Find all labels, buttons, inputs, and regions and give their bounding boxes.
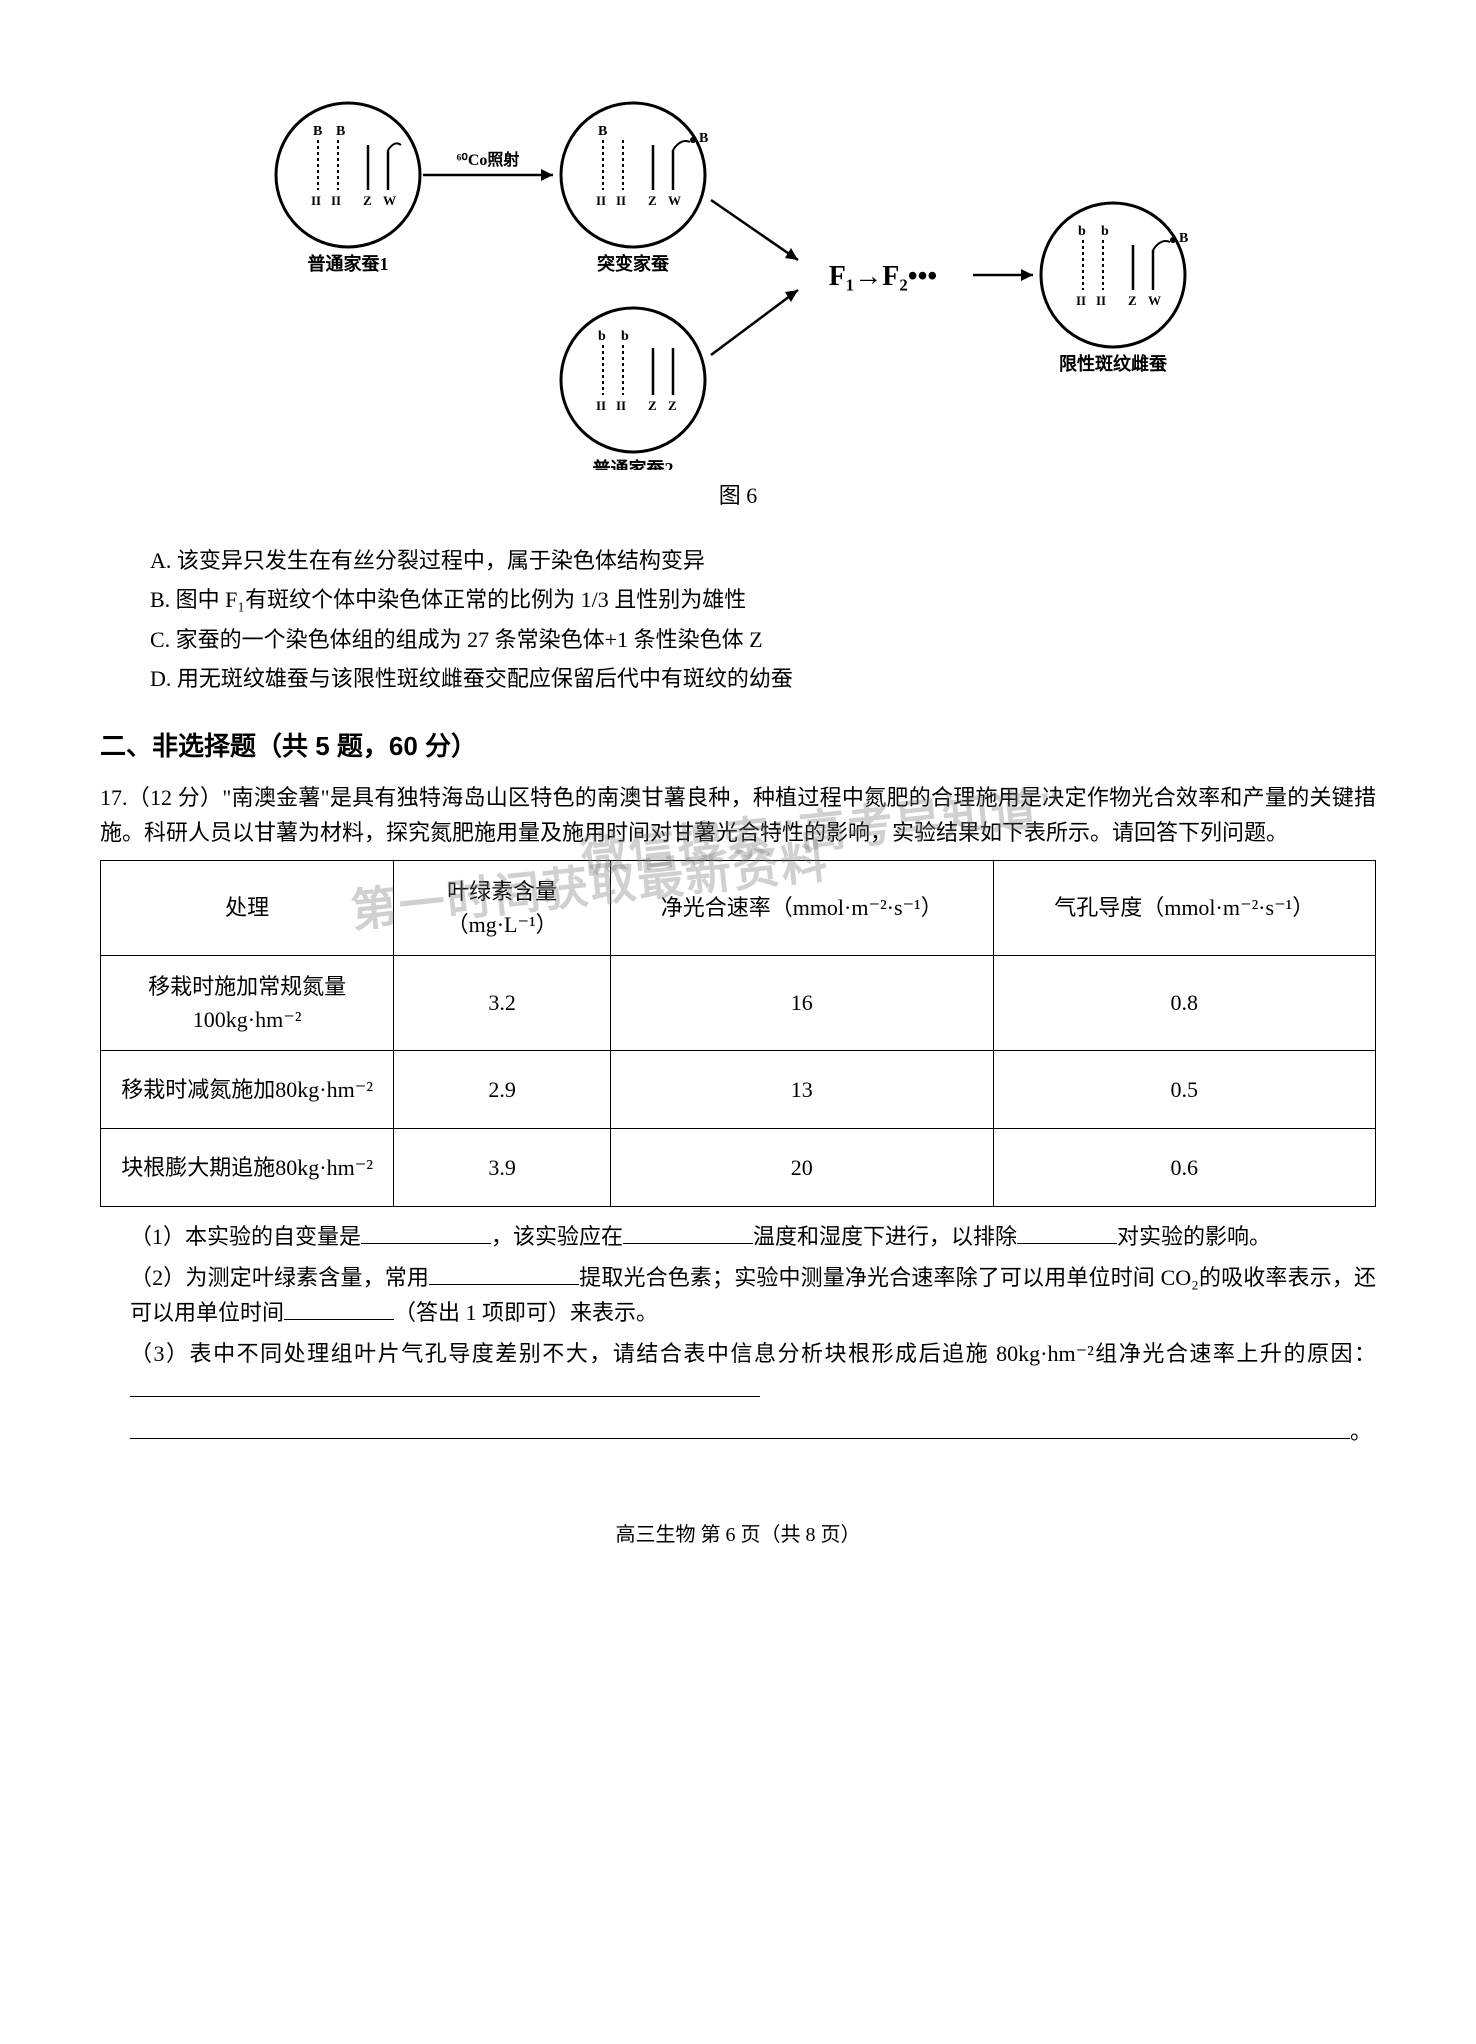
- svg-text:B: B: [598, 124, 607, 139]
- svg-text:II: II: [1096, 293, 1106, 308]
- cell: 0.5: [993, 1050, 1376, 1128]
- cell: 3.9: [394, 1128, 611, 1206]
- th-1: 处理: [101, 860, 394, 955]
- svg-text:b: b: [1101, 224, 1109, 239]
- sub1-a: （1）本实验的自变量是: [130, 1224, 361, 1249]
- svg-text:W: W: [383, 193, 396, 208]
- cell1-label: 普通家蚕1: [308, 253, 389, 274]
- svg-text:B: B: [313, 124, 322, 139]
- arrow-co-label: ⁶⁰Co照射: [457, 150, 520, 169]
- page-footer: 高三生物 第 6 页（共 8 页）: [100, 1519, 1376, 1551]
- sub1-d: 对实验的影响。: [1117, 1224, 1271, 1249]
- th-3: 净光合速率（mmol·m⁻²·s⁻¹）: [611, 860, 994, 955]
- blank: [361, 1220, 491, 1244]
- svg-text:II: II: [311, 193, 321, 208]
- th-4: 气孔导度（mmol·m⁻²·s⁻¹）: [993, 860, 1376, 955]
- sub2-c: （答出 1 项即可）来表示。: [394, 1300, 658, 1325]
- svg-text:Z: Z: [668, 398, 677, 413]
- svg-text:Z: Z: [363, 193, 372, 208]
- svg-text:Z: Z: [648, 193, 657, 208]
- q17-sub2: （2）为测定叶绿素含量，常用提取光合色素；实验中测量净光合速率除了可以用单位时间…: [100, 1260, 1376, 1330]
- table-row: 块根膨大期追施80kg·hm⁻² 3.9 20 0.6: [101, 1128, 1376, 1206]
- cell: 16: [611, 955, 994, 1050]
- svg-text:II: II: [331, 193, 341, 208]
- svg-text:II: II: [596, 193, 606, 208]
- svg-text:W: W: [1148, 293, 1161, 308]
- genetics-diagram: BB IIII ZW 普通家蚕1 ⁶⁰Co照射 B IIII B ZW: [100, 90, 1376, 513]
- q17-sub3: （3）表中不同处理组叶片气孔导度差别不大，请结合表中信息分析块根形成后追施 80…: [100, 1336, 1376, 1406]
- svg-text:b: b: [621, 329, 629, 344]
- blank: [429, 1261, 579, 1285]
- q17-sub1: （1）本实验的自变量是 ，该实验应在 温度和湿度下进行，以排除 对实验的影响。: [100, 1219, 1376, 1254]
- sub1-c: 温度和湿度下进行，以排除: [753, 1224, 1017, 1249]
- cell: 2.9: [394, 1050, 611, 1128]
- blank: [623, 1220, 753, 1244]
- cell2-label: 突变家蚕: [597, 253, 670, 274]
- cell: 块根膨大期追施80kg·hm⁻²: [101, 1128, 394, 1206]
- sub2-a: （2）为测定叶绿素含量，常用: [130, 1265, 429, 1290]
- svg-text:B: B: [336, 124, 345, 139]
- q17-intro: 17.（12 分）"南澳金薯"是具有独特海岛山区特色的南澳甘薯良种，种植过程中氮…: [100, 780, 1376, 850]
- table-row: 移栽时施加常规氮量100kg·hm⁻² 3.2 16 0.8: [101, 955, 1376, 1050]
- f1f2-label: F₁→F₂•••: [829, 261, 937, 292]
- svg-text:Z: Z: [648, 398, 657, 413]
- svg-text:b: b: [1078, 224, 1086, 239]
- answer-options: A. 该变异只发生在有丝分裂过程中，属于染色体结构变异 B. 图中 F₁有斑纹个…: [100, 543, 1376, 696]
- svg-text:B: B: [1179, 231, 1188, 246]
- sub3-end: 。: [1350, 1419, 1372, 1444]
- svg-text:II: II: [596, 398, 606, 413]
- cell: 移栽时施加常规氮量100kg·hm⁻²: [101, 955, 394, 1050]
- blank: [1017, 1220, 1117, 1244]
- sub1-b: ，该实验应在: [491, 1224, 623, 1249]
- q17-sub3-line2: 。: [100, 1413, 1376, 1449]
- cell: 0.8: [993, 955, 1376, 1050]
- cell: 移栽时减氮施加80kg·hm⁻²: [101, 1050, 394, 1128]
- option-a: A. 该变异只发生在有丝分裂过程中，属于染色体结构变异: [150, 543, 1376, 578]
- option-d: D. 用无斑纹雄蚕与该限性斑纹雌蚕交配应保留后代中有斑纹的幼蚕: [150, 661, 1376, 696]
- svg-text:W: W: [668, 193, 681, 208]
- svg-text:II: II: [616, 193, 626, 208]
- option-c: C. 家蚕的一个染色体组的组成为 27 条常染色体+1 条性染色体 Z: [150, 622, 1376, 657]
- cell3-label: 普通家蚕2: [593, 458, 674, 470]
- experiment-table: 处理 叶绿素含量（mg·L⁻¹） 净光合速率（mmol·m⁻²·s⁻¹） 气孔导…: [100, 860, 1376, 1207]
- option-b: B. 图中 F₁有斑纹个体中染色体正常的比例为 1/3 且性别为雄性: [150, 582, 1376, 617]
- svg-text:II: II: [1076, 293, 1086, 308]
- diagram-caption: 图 6: [100, 478, 1376, 513]
- svg-text:Z: Z: [1128, 293, 1137, 308]
- table-row: 移栽时减氮施加80kg·hm⁻² 2.9 13 0.5: [101, 1050, 1376, 1128]
- svg-text:B: B: [699, 131, 708, 146]
- diagram-svg: BB IIII ZW 普通家蚕1 ⁶⁰Co照射 B IIII B ZW: [243, 90, 1233, 470]
- cell: 3.2: [394, 955, 611, 1050]
- blank: [130, 1372, 760, 1396]
- cell: 13: [611, 1050, 994, 1128]
- th-2: 叶绿素含量（mg·L⁻¹）: [394, 860, 611, 955]
- section-2-heading: 二、非选择题（共 5 题，60 分）: [100, 726, 1376, 768]
- sub3-a: （3）表中不同处理组叶片气孔导度差别不大，请结合表中信息分析块根形成后追施 80…: [130, 1341, 1376, 1366]
- cell: 0.6: [993, 1128, 1376, 1206]
- cell: 20: [611, 1128, 994, 1206]
- blank-full: [130, 1413, 1350, 1439]
- blank: [284, 1296, 394, 1320]
- svg-text:b: b: [598, 329, 606, 344]
- svg-text:II: II: [616, 398, 626, 413]
- cell4-label: 限性斑纹雌蚕: [1059, 353, 1168, 374]
